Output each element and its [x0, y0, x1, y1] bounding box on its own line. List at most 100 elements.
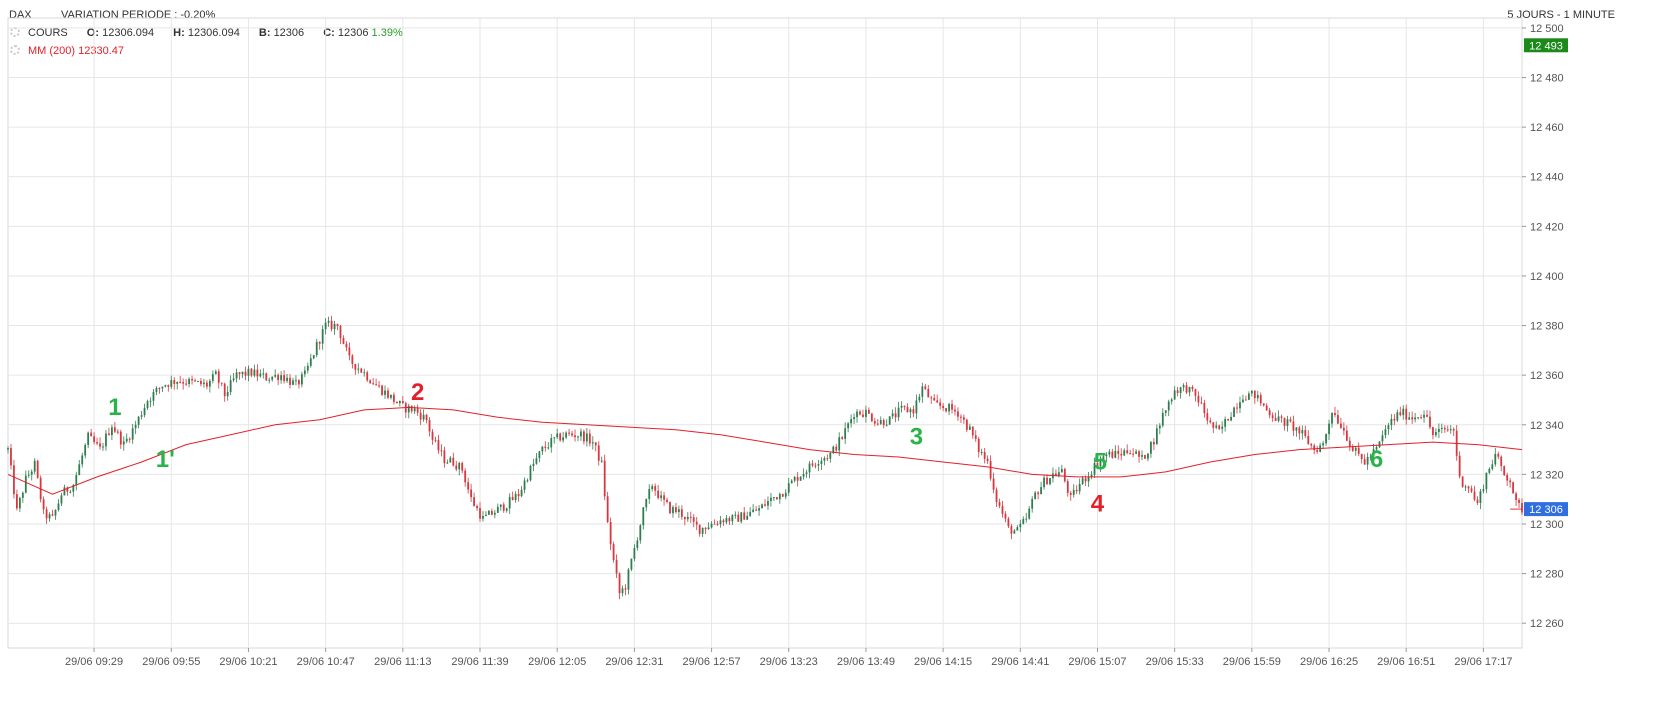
- candle-body: [493, 512, 496, 515]
- candle-body: [859, 411, 861, 415]
- candle-body: [1337, 415, 1339, 424]
- candle-body: [1378, 441, 1381, 448]
- candle-body: [1215, 425, 1218, 428]
- candle-body: [146, 401, 149, 408]
- candle-body: [410, 405, 413, 412]
- candle-body: [755, 509, 757, 511]
- wave-annotation: 1: [108, 394, 121, 421]
- candle-body: [238, 372, 241, 375]
- x-tick-label: 29/06 16:25: [1300, 656, 1358, 668]
- candle-body: [921, 386, 924, 397]
- candle-body: [1049, 478, 1051, 485]
- candle-body: [446, 462, 449, 464]
- candle-body: [1351, 446, 1354, 451]
- candle-body: [621, 588, 624, 594]
- candle-body: [752, 509, 755, 512]
- candle-body: [1262, 403, 1265, 406]
- candle-body: [16, 494, 18, 509]
- candle-body: [544, 446, 547, 448]
- candle-body: [1025, 518, 1028, 520]
- candle-body: [1233, 407, 1235, 417]
- wave-annotation: 4: [1091, 491, 1105, 518]
- candle-body: [149, 400, 152, 402]
- candle-body: [541, 446, 544, 452]
- candle-body: [1449, 429, 1452, 431]
- candle-body: [814, 465, 817, 467]
- candle-body: [265, 373, 268, 381]
- y-tick-label: 12 460: [1530, 122, 1564, 134]
- candle-body: [54, 509, 57, 516]
- candle-body: [167, 385, 170, 387]
- candle-body: [879, 420, 882, 424]
- candle-body: [458, 462, 461, 470]
- x-tick-label: 29/06 12:57: [683, 656, 741, 668]
- candle-body: [844, 428, 847, 439]
- plot-area: [7, 17, 1523, 649]
- candle-body: [1423, 414, 1425, 418]
- candle-body: [1440, 427, 1443, 429]
- candle-body: [232, 378, 235, 381]
- candle-body: [1004, 513, 1007, 519]
- ma-settings-icon[interactable]: [10, 45, 20, 55]
- candle-body: [657, 490, 660, 499]
- candle-body: [992, 478, 995, 490]
- candle-body: [1087, 476, 1090, 482]
- candle-body: [1405, 408, 1408, 420]
- candle-body: [847, 423, 850, 429]
- candle-body: [600, 460, 603, 462]
- candle-body: [1518, 499, 1520, 503]
- x-tick-label: 29/06 15:07: [1068, 656, 1126, 668]
- candle-body: [1509, 480, 1512, 483]
- candle-body: [1381, 435, 1384, 442]
- candle-body: [1467, 486, 1470, 489]
- candle-body: [27, 474, 30, 476]
- candle-body: [1075, 489, 1078, 492]
- candle-body: [906, 407, 909, 413]
- x-tick-label: 29/06 16:51: [1377, 656, 1435, 668]
- candle-body: [137, 416, 140, 425]
- candle-body: [395, 401, 398, 404]
- candle-body: [48, 514, 51, 519]
- candle-body: [1072, 489, 1075, 495]
- candle-body: [1289, 419, 1292, 422]
- candle-body: [351, 355, 354, 364]
- candle-body: [1437, 428, 1440, 432]
- period-selector[interactable]: 5 JOURS - 1 MINUTE: [1507, 9, 1615, 21]
- candle-body: [891, 413, 894, 417]
- candle-body: [603, 460, 606, 497]
- candle-body: [330, 320, 333, 330]
- candle-body: [686, 516, 689, 520]
- candle-body: [333, 323, 336, 330]
- candle-body: [499, 504, 502, 507]
- x-tick-label: 29/06 17:17: [1454, 656, 1512, 668]
- change-value: 1.39%: [371, 27, 403, 39]
- candle-body: [482, 516, 484, 519]
- candle-body: [286, 377, 288, 381]
- candle-body: [936, 400, 939, 403]
- candle-body: [336, 323, 339, 326]
- candle-body: [945, 408, 947, 412]
- candle-body: [1114, 450, 1117, 458]
- candle-body: [805, 472, 808, 474]
- candle-body: [698, 524, 701, 534]
- candle-body: [740, 512, 743, 522]
- x-tick-label: 29/06 11:39: [451, 656, 508, 668]
- candle-body: [526, 480, 529, 482]
- candle-body: [808, 463, 811, 473]
- candle-body: [1158, 425, 1161, 429]
- candle-body: [743, 512, 746, 520]
- candle-body: [876, 423, 879, 425]
- candle-body: [826, 458, 829, 460]
- candle-body: [532, 463, 535, 466]
- candle-body: [113, 427, 116, 432]
- y-tick-label: 12 280: [1530, 569, 1564, 581]
- candle-body: [1066, 481, 1069, 493]
- candle-body: [873, 421, 876, 424]
- candle-body: [553, 437, 556, 439]
- candle-body: [1426, 414, 1428, 417]
- candle-body: [912, 409, 915, 414]
- candle-body: [203, 382, 205, 385]
- candle-body: [250, 368, 253, 376]
- candle-body: [1408, 417, 1411, 420]
